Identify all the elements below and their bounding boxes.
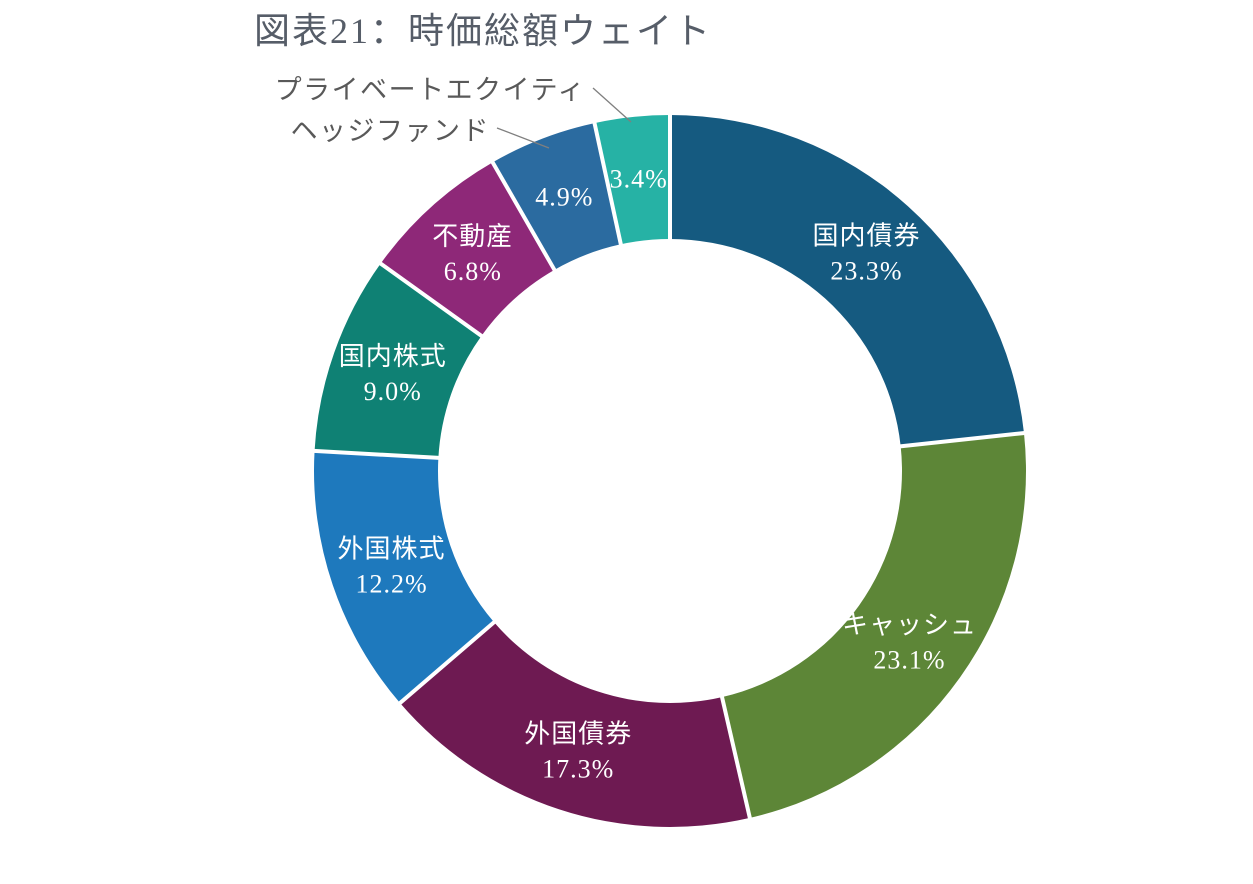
chart-title: 図表21：時価総額ウェイト (254, 11, 713, 51)
slice-percent-domestic-equity: 9.0% (364, 377, 422, 406)
slice-name-domestic-equity: 国内株式 (339, 342, 447, 371)
slice-name-cash: キャッシュ (842, 611, 977, 640)
slice-separator-6 (489, 158, 558, 274)
slice-domestic-equity (314, 263, 482, 458)
slice-separator-7 (591, 119, 624, 248)
slice-domestic-bonds (670, 115, 1024, 447)
callout-line-hedge-fund (496, 127, 550, 149)
slice-separators (311, 112, 1028, 822)
slice-percent-cash: 23.1% (873, 646, 945, 675)
slice-foreign-bonds (400, 622, 750, 827)
slice-percent-real-estate: 6.8% (444, 257, 502, 286)
slice-separator-5 (377, 260, 486, 340)
slice-separator-2 (719, 693, 753, 822)
slice-percent-hedge-fund: 4.9% (535, 183, 593, 212)
slice-private-equity (594, 115, 670, 245)
slice-separator-1 (897, 430, 1028, 449)
callout-name-hedge-fund: ヘッジファンド (291, 116, 491, 146)
slice-separator-3 (396, 618, 498, 707)
slice-percent-foreign-bonds: 17.3% (542, 754, 614, 783)
slice-name-domestic-bonds: 国内債券 (812, 221, 920, 250)
callout-name-private-equity: プライベートエクイティ (275, 75, 586, 105)
slice-hedge-fund (492, 123, 621, 270)
slice-name-foreign-equity: 外国株式 (338, 534, 446, 563)
slice-percent-foreign-equity: 12.2% (355, 569, 427, 598)
slice-cash (722, 433, 1026, 818)
slice-separator-4 (311, 448, 442, 461)
slice-foreign-equity (314, 450, 495, 704)
slice-percent-domestic-bonds: 23.3% (830, 256, 902, 285)
slice-labels-group: 国内債券 23.3% キャッシュ 23.1% 外国債券 17.3% 外国株式 12.2% 国内株… (275, 75, 977, 783)
slice-name-foreign-bonds: 外国債券 (524, 719, 632, 748)
callout-line-private-equity (592, 87, 632, 123)
slice-name-real-estate: 不動産 (432, 222, 513, 251)
slice-percent-private-equity: 3.4% (610, 165, 668, 194)
